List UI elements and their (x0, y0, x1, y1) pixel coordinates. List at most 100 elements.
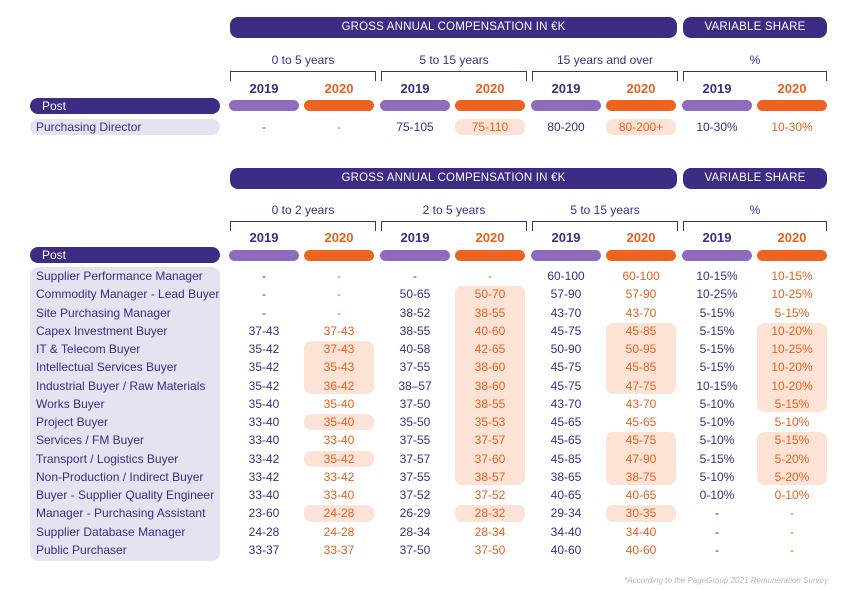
value-cell: 5-15% (774, 433, 810, 448)
value-cell: 38-65 (550, 469, 582, 484)
value-cell: 50-65 (399, 287, 431, 302)
value-cell: 33-40 (248, 415, 280, 429)
post-label: IT & Telecom Buyer (36, 342, 141, 356)
value-cell: - (715, 524, 719, 539)
value-cell: 50-70 (474, 287, 506, 302)
value-cell: 5-10% (699, 415, 735, 429)
range-bracket (683, 221, 827, 231)
post-label: Purchasing Director (36, 120, 142, 134)
highlight-cell (304, 505, 374, 522)
value-cell: 5-15% (774, 396, 810, 411)
highlight-cell (304, 450, 374, 467)
year-label-2019: 2019 (702, 81, 732, 96)
value-cell: 43-70 (625, 396, 657, 411)
post-label: Capex Investment Buyer (36, 323, 168, 338)
value-cell: 40-60 (625, 542, 657, 557)
value-cell: 35-53 (474, 415, 506, 429)
value-cell: 45-75 (550, 360, 582, 375)
range-label: 5 to 15 years (419, 53, 489, 67)
value-cell: 26-29 (399, 506, 431, 521)
value-cell: 34-40 (625, 524, 657, 539)
highlight-cell (304, 341, 374, 394)
value-cell: 5-20% (774, 451, 810, 466)
year-label-2020: 2020 (475, 81, 505, 96)
year-bar-2019 (229, 100, 299, 111)
year-label-2020: 2020 (777, 81, 807, 96)
highlight-cell (606, 119, 676, 135)
value-cell: 38-55 (474, 305, 506, 320)
variable-share-banner: VARIABLE SHARE (683, 17, 827, 38)
year-label-2019: 2019 (249, 230, 279, 245)
value-cell: 35-40 (323, 396, 355, 411)
highlight-cell (455, 119, 525, 135)
highlight-cell (606, 432, 676, 485)
value-cell: 10-15% (696, 378, 738, 393)
value-cell: - (337, 120, 341, 134)
value-cell: 33-37 (323, 542, 355, 557)
post-label: Public Purchaser (36, 542, 127, 557)
value-cell: 37-55 (399, 360, 431, 375)
value-cell: - (715, 506, 719, 521)
year-label-2020: 2020 (324, 81, 354, 96)
value-cell: 5-15% (699, 342, 735, 356)
highlight-cell (757, 322, 827, 412)
value-cell: 5-15% (699, 323, 735, 338)
year-label-2019: 2019 (400, 81, 430, 96)
value-cell: - (337, 305, 341, 320)
value-cell: 80-200 (547, 120, 585, 134)
value-cell: 34-40 (550, 524, 582, 539)
value-cell: 5-10% (699, 396, 735, 411)
year-bar-2019 (682, 250, 752, 261)
range-label: 0 to 5 years (271, 53, 335, 67)
post-label-background (30, 267, 220, 561)
value-cell: 24-28 (248, 524, 280, 539)
highlight-cell (606, 322, 676, 394)
value-cell: 80-200+ (618, 120, 664, 134)
value-cell: 38-60 (474, 360, 506, 375)
value-cell: 40-60 (474, 323, 506, 338)
value-cell: 37-50 (399, 396, 431, 411)
post-label: Buyer - Supplier Quality Engineer (36, 488, 215, 502)
post-label: Intellectual Services Buyer (36, 360, 178, 375)
value-cell: - (262, 305, 266, 320)
post-header: Post (30, 98, 220, 114)
year-label-2020: 2020 (626, 81, 656, 96)
value-cell: 37-57 (474, 433, 506, 448)
value-cell: 47-75 (625, 378, 657, 393)
post-label: Project Buyer (36, 415, 109, 429)
value-cell: 23-60 (248, 506, 280, 521)
post-label: Site Purchasing Manager (36, 305, 171, 320)
value-cell: 60-100 (547, 269, 585, 283)
post-label: Manager - Purchasing Assistant (36, 506, 206, 521)
value-cell: 28-34 (474, 524, 506, 539)
value-cell: 10-20% (771, 323, 813, 338)
highlight-cell (606, 505, 676, 522)
value-cell: 60-100 (622, 269, 660, 283)
value-cell: - (337, 287, 341, 302)
post-label: Commodity Manager - Lead Buyer (36, 287, 220, 302)
value-cell: 37-52 (399, 488, 431, 502)
value-cell: 33-40 (248, 488, 280, 502)
value-cell: 40-60 (550, 542, 582, 557)
value-cell: - (715, 542, 719, 557)
value-cell: - (790, 542, 794, 557)
value-cell: 0-10% (699, 488, 735, 502)
value-cell: 24-28 (323, 506, 355, 521)
value-cell: 37-55 (399, 469, 431, 484)
value-cell: 0-10% (774, 488, 810, 502)
value-cell: 45-85 (625, 360, 657, 375)
range-bracket (532, 71, 678, 81)
gross-compensation-banner: GROSS ANNUAL COMPENSATION IN €K (230, 168, 677, 189)
value-cell: 45-65 (550, 415, 582, 429)
value-cell: 33-42 (248, 451, 280, 466)
range-bracket (683, 71, 827, 81)
value-cell: 10-30% (696, 120, 738, 134)
range-bracket (230, 221, 376, 231)
value-cell: 57-90 (550, 287, 582, 302)
post-label: Transport / Logistics Buyer (36, 451, 179, 466)
year-bar-2019 (380, 250, 450, 261)
value-cell: 75-110 (471, 120, 509, 134)
value-cell: 5-15% (774, 305, 810, 320)
value-cell: 33-42 (323, 469, 355, 484)
value-cell: 38-55 (399, 323, 431, 338)
